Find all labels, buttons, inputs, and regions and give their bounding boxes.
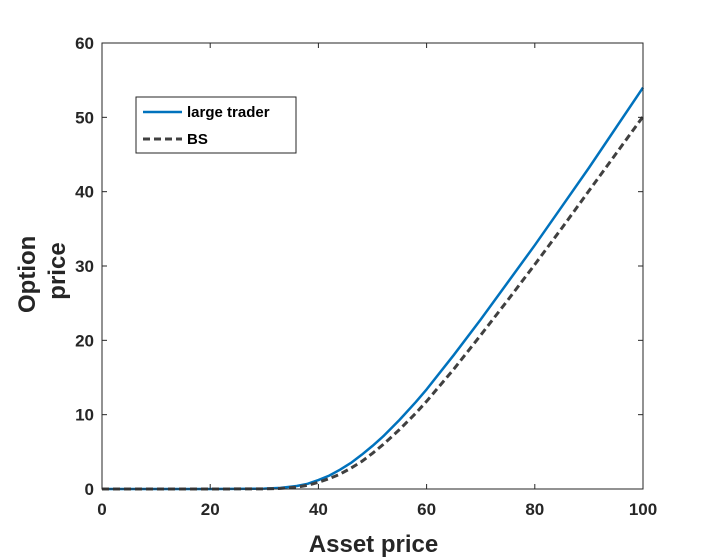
- series-line-bs: [102, 115, 645, 491]
- y-tick-label: 60: [75, 34, 94, 53]
- y-axis-label: Option price: [14, 229, 71, 313]
- legend-label-bs: BS: [187, 131, 208, 148]
- y-tick-label: 40: [75, 183, 94, 202]
- x-tick-label: 100: [629, 500, 657, 519]
- y-tick-label: 0: [85, 480, 94, 499]
- series-layer: [102, 86, 645, 491]
- y-axis-label-line-2: price: [44, 242, 71, 299]
- x-tick-label: 80: [525, 500, 544, 519]
- x-tick-label: 40: [309, 500, 328, 519]
- y-tick-label: 50: [75, 108, 94, 127]
- y-tick-label: 10: [75, 406, 94, 425]
- x-axis-label: Asset price: [309, 531, 438, 558]
- y-axis-label-line-1: Option: [14, 236, 41, 313]
- x-tick-label: 0: [97, 500, 106, 519]
- y-tick-label: 20: [75, 331, 94, 350]
- legend: large trader BS: [135, 96, 297, 154]
- y-tick-label: 30: [75, 257, 94, 276]
- x-tick-label: 60: [417, 500, 436, 519]
- legend-label-large-trader: large trader: [187, 104, 270, 121]
- legend-box: [135, 96, 297, 154]
- x-tick-label: 20: [201, 500, 220, 519]
- ticks-layer: 0 20 40 60 80 100 0 10 20 30 40 50 60: [75, 34, 657, 519]
